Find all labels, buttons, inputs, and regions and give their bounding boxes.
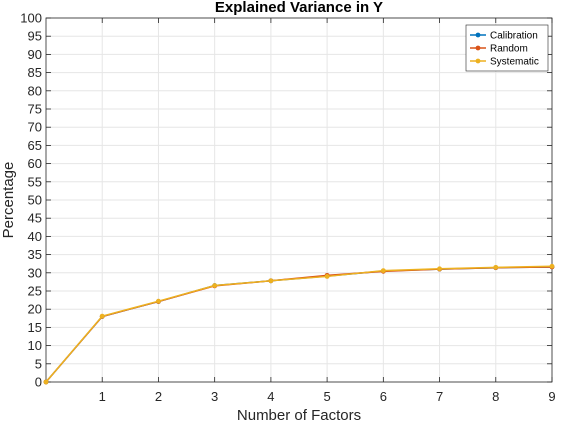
y-tick-label: 10 <box>28 338 42 353</box>
series-group <box>43 263 555 385</box>
y-tick-label: 45 <box>28 211 42 226</box>
data-point-systematic <box>268 278 274 284</box>
y-tick-label: 35 <box>28 247 42 262</box>
x-tick-label: 9 <box>548 389 555 404</box>
legend-label-calibration: Calibration <box>490 31 538 42</box>
x-tick-label: 6 <box>380 389 387 404</box>
y-tick-label: 25 <box>28 284 42 299</box>
y-tick-label: 15 <box>28 320 42 335</box>
x-tick-label: 7 <box>436 389 443 404</box>
y-tick-label: 20 <box>28 302 42 317</box>
y-ticks: 0 5 10 15 20 25 30 35 40 45 50 55 60 65 70 75 80 85 90 95 10… <box>20 11 552 390</box>
data-point-systematic <box>212 283 218 288</box>
series-systematic <box>43 263 555 385</box>
y-tick-label: 95 <box>28 29 42 44</box>
y-tick-label: 60 <box>28 156 42 171</box>
grid <box>46 17 553 383</box>
y-axis-label: Percentage <box>0 162 17 239</box>
legend-label-random: Random <box>490 44 528 55</box>
data-point-systematic <box>549 263 555 269</box>
y-tick-label: 30 <box>28 265 42 280</box>
y-tick-label: 85 <box>28 65 42 80</box>
legend-marker-systematic <box>475 58 481 64</box>
y-tick-label: 100 <box>20 11 42 26</box>
x-tick-label: 5 <box>323 389 330 404</box>
legend-label-systematic: Systematic <box>490 57 539 68</box>
x-ticks: 1 2 3 4 5 6 7 8 9 <box>99 18 556 404</box>
y-tick-label: 70 <box>28 120 42 135</box>
y-tick-label: 65 <box>28 138 42 153</box>
y-tick-label: 0 <box>35 375 42 390</box>
x-tick-label: 8 <box>492 389 499 404</box>
data-point-systematic <box>99 313 105 319</box>
y-tick-label: 50 <box>28 193 42 208</box>
legend-marker-random <box>475 45 481 51</box>
series-line-systematic <box>45 265 553 383</box>
y-tick-label: 90 <box>28 47 42 62</box>
x-tick-label: 2 <box>155 389 162 404</box>
legend: Calibration Random Systematic <box>465 24 549 72</box>
data-point-systematic <box>437 266 442 272</box>
chart-title: Explained Variance in Y <box>215 0 383 16</box>
data-point-systematic <box>43 379 49 385</box>
data-point-systematic <box>324 274 330 279</box>
y-tick-label: 40 <box>28 229 42 244</box>
data-point-systematic <box>156 298 161 304</box>
y-tick-label: 5 <box>35 356 42 371</box>
data-point-systematic <box>493 264 499 270</box>
y-tick-label: 55 <box>28 174 42 189</box>
data-point-systematic <box>380 268 386 274</box>
x-tick-label: 3 <box>211 389 218 404</box>
y-tick-label: 75 <box>28 102 42 117</box>
x-tick-label: 4 <box>267 389 274 404</box>
x-tick-label: 1 <box>99 389 106 404</box>
x-axis-label: Number of Factors <box>237 407 361 423</box>
legend-marker-calibration <box>475 32 481 38</box>
y-tick-label: 80 <box>28 83 42 98</box>
